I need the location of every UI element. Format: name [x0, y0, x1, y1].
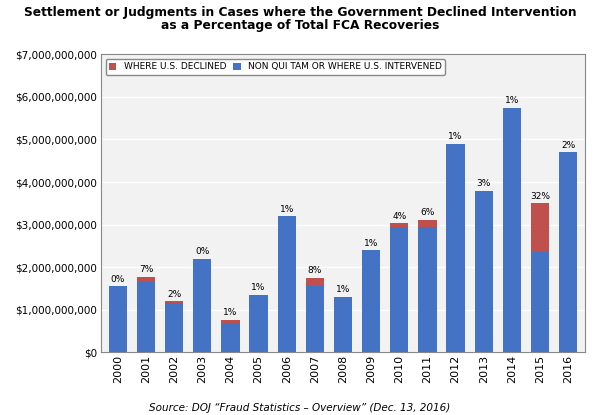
Text: 7%: 7%: [139, 265, 153, 274]
Text: 0%: 0%: [195, 247, 209, 256]
Text: 1%: 1%: [336, 286, 350, 295]
Text: 1%: 1%: [223, 308, 238, 317]
Bar: [278, 216, 296, 352]
Text: as a Percentage of Total FCA Recoveries: as a Percentage of Total FCA Recoveries: [161, 19, 439, 32]
Bar: [390, 227, 409, 352]
Bar: [362, 250, 380, 352]
Text: 1%: 1%: [280, 205, 294, 214]
Text: 6%: 6%: [420, 208, 434, 217]
Text: 1%: 1%: [505, 96, 519, 105]
Text: Source: DOJ “Fraud Statistics – Overview” (Dec. 13, 2016): Source: DOJ “Fraud Statistics – Overview…: [149, 403, 451, 413]
Bar: [193, 259, 211, 352]
Bar: [109, 286, 127, 352]
Text: 4%: 4%: [392, 212, 406, 221]
Text: 0%: 0%: [111, 275, 125, 284]
Bar: [390, 223, 409, 227]
Bar: [503, 107, 521, 352]
Bar: [137, 276, 155, 282]
Text: 2%: 2%: [561, 141, 575, 150]
Text: 1%: 1%: [364, 239, 379, 248]
Bar: [137, 282, 155, 352]
Bar: [221, 322, 239, 352]
Text: 3%: 3%: [476, 179, 491, 188]
Text: Settlement or Judgments in Cases where the Government Declined Intervention: Settlement or Judgments in Cases where t…: [23, 6, 577, 19]
Bar: [165, 301, 184, 303]
Bar: [165, 303, 184, 352]
Legend: WHERE U.S. DECLINED, NON QUI TAM OR WHERE U.S. INTERVENED: WHERE U.S. DECLINED, NON QUI TAM OR WHER…: [106, 59, 445, 75]
Text: 2%: 2%: [167, 290, 181, 299]
Text: 8%: 8%: [308, 266, 322, 275]
Text: 32%: 32%: [530, 192, 550, 201]
Bar: [418, 227, 437, 352]
Bar: [446, 144, 465, 352]
Bar: [418, 220, 437, 227]
Bar: [531, 203, 549, 252]
Bar: [334, 297, 352, 352]
Text: 1%: 1%: [448, 132, 463, 141]
Bar: [306, 278, 324, 286]
Bar: [475, 190, 493, 352]
Text: 1%: 1%: [251, 283, 266, 292]
Bar: [531, 252, 549, 352]
Bar: [559, 152, 577, 352]
Bar: [306, 286, 324, 352]
Bar: [221, 320, 239, 322]
Bar: [250, 295, 268, 352]
